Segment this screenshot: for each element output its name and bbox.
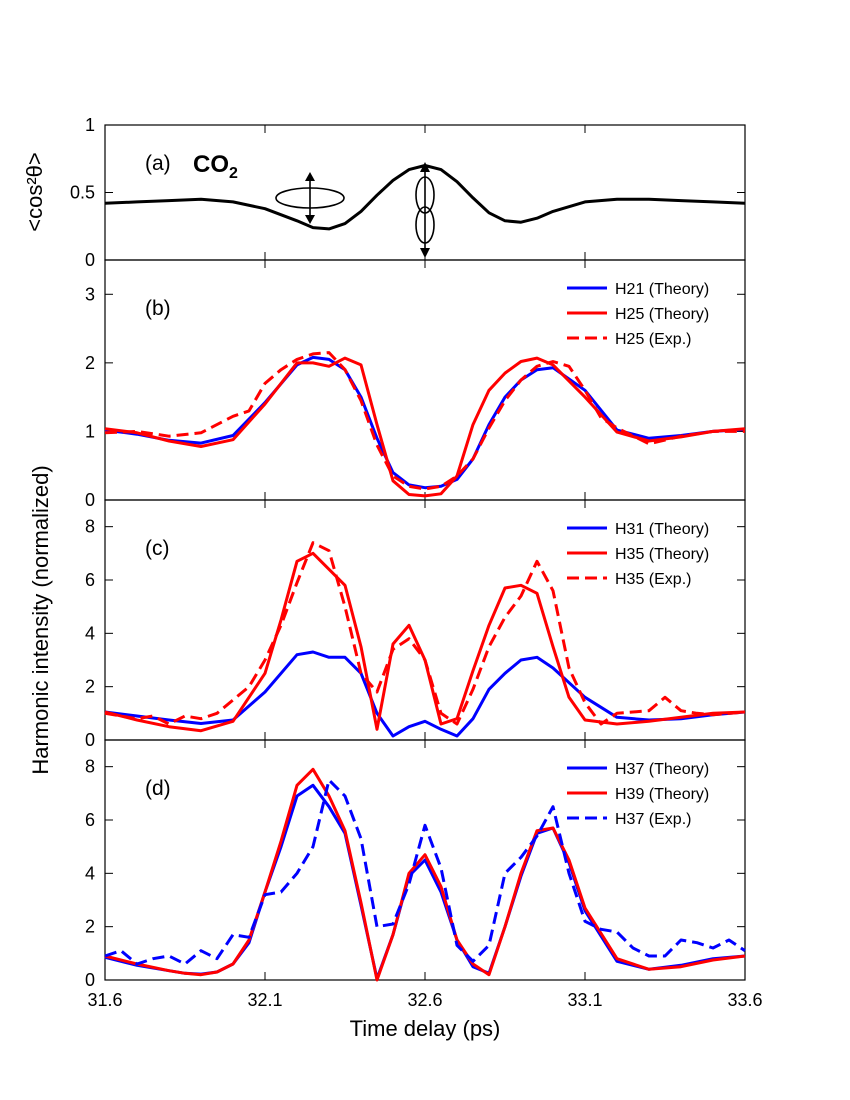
panel-d-legend-label: H37 (Theory)	[615, 761, 709, 778]
panel-d-legend: H37 (Theory) H39 (Theory) H37 (Exp.)	[567, 761, 709, 828]
molecule-formula: CO	[193, 151, 229, 178]
panel-d-ytick-label: 8	[85, 757, 95, 777]
panel-b-ytick-label: 0	[85, 490, 95, 510]
panel-b-legend-label: H25 (Theory)	[615, 306, 709, 323]
panel-d-series-h39-theory	[104, 767, 746, 982]
panel-b-legend-label: H21 (Theory)	[615, 281, 709, 298]
label-layer: (a) CO2 (b) (c) (d) <cos²θ> Harmonic int…	[22, 151, 500, 1041]
panel-c-ytick-label: 4	[85, 623, 95, 643]
x-tick-labels: 31.6 32.1 32.6 33.1 33.6	[87, 990, 762, 1010]
parallel-molecule-icon	[415, 162, 435, 258]
perpendicular-molecule-icon	[275, 172, 345, 224]
panel-b-series-h25-exp	[104, 351, 745, 491]
x-tick-label: 33.1	[567, 990, 602, 1010]
panel-b-axes: 0 1 2 3 H21 (Theory) H25 (Theory) H25 (Exp.)	[85, 259, 746, 510]
panel-a-ytick-label: 0	[85, 250, 95, 270]
y-axis-title-alignment: <cos²θ>	[22, 152, 47, 232]
panel-d-legend-label: H39 (Theory)	[615, 786, 709, 803]
panel-b-legend: H21 (Theory) H25 (Theory) H25 (Exp.)	[567, 281, 709, 348]
panel-a-axes: 00.51	[70, 115, 746, 270]
panel-a-ytick-label: 1	[85, 115, 95, 135]
panel-c-axes: 0 2 4 6 8 H31 (Theory) H35 (Theory) H35 (Exp.)	[85, 499, 746, 750]
panel-d-ytick-label: 4	[85, 863, 95, 883]
panel-d-label: (d)	[145, 777, 171, 800]
x-tick-label: 33.6	[727, 990, 762, 1010]
x-tick-label: 32.1	[247, 990, 282, 1010]
panel-c-series-h35-exp	[104, 541, 746, 726]
molecule-subscript: 2	[229, 165, 238, 182]
panel-b-series-h21-theory	[104, 355, 746, 490]
panel-c-ytick-label: 2	[85, 677, 95, 697]
panel-d-series-h37-exp	[104, 778, 746, 966]
x-axis-title: Time delay (ps)	[350, 1016, 501, 1041]
panel-b-label: (b)	[145, 297, 171, 320]
data-layer	[104, 164, 746, 982]
panel-c-ytick-label: 0	[85, 730, 95, 750]
panel-b-ytick-label: 2	[85, 353, 95, 373]
panel-a-label: (a)	[145, 152, 171, 175]
x-tick-label: 31.6	[87, 990, 122, 1010]
panel-d-ytick-label: 6	[85, 810, 95, 830]
panel-c-ytick-label: 8	[85, 517, 95, 537]
molecule-label: CO2	[193, 151, 238, 182]
panel-b-legend-label: H25 (Exp.)	[615, 331, 691, 348]
panel-c-legend: H31 (Theory) H35 (Theory) H35 (Exp.)	[567, 521, 709, 588]
x-tick-label: 32.6	[407, 990, 442, 1010]
panel-b-series-h25-theory	[104, 356, 746, 498]
panel-a-ytick-label: 0.5	[70, 183, 95, 203]
panel-c-legend-label: H35 (Theory)	[615, 546, 709, 563]
panel-d-legend-label: H37 (Exp.)	[615, 811, 691, 828]
decoration-layer	[275, 162, 435, 258]
panel-c-series-h31-theory	[104, 650, 746, 738]
panel-d-ytick-label: 0	[85, 970, 95, 990]
panel-c-legend-label: H31 (Theory)	[615, 521, 709, 538]
panel-c-legend-label: H35 (Exp.)	[615, 571, 691, 588]
panel-c-ytick-label: 6	[85, 570, 95, 590]
y-axis-title-intensity: Harmonic intensity (normalized)	[28, 465, 53, 774]
panel-b-ytick-label: 3	[85, 284, 95, 304]
panel-c-label: (c)	[145, 537, 170, 560]
panel-d-ytick-label: 2	[85, 917, 95, 937]
panel-d-axes: 0 2 4 6 8 H37 (Theory) H39 (Theory) H37 (Exp.)	[85, 739, 746, 990]
panel-b-ytick-label: 1	[85, 421, 95, 441]
